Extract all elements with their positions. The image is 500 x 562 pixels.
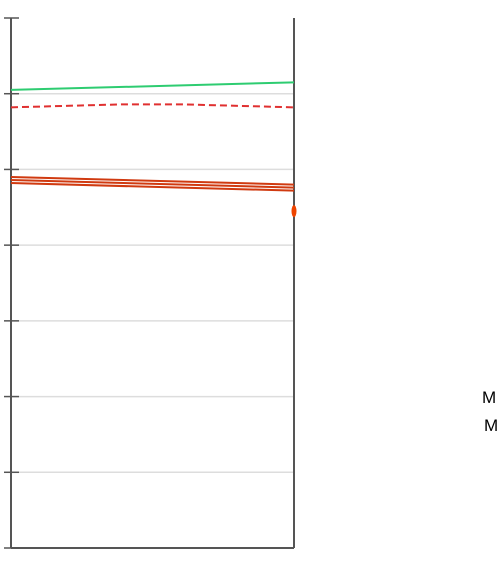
right-label-2: M — [484, 416, 498, 435]
data-point-1 — [291, 205, 297, 218]
series-line-4 — [10, 179, 295, 189]
axes — [10, 18, 295, 549]
series-line-3 — [10, 176, 295, 186]
series-line-1 — [10, 81, 295, 91]
right-label-1: M — [482, 388, 496, 407]
grid-lines — [11, 92, 294, 474]
series-line-2 — [10, 103, 295, 109]
series-line-5 — [10, 182, 295, 192]
points-group — [291, 205, 297, 218]
series-group — [10, 81, 295, 192]
y-axis-ticks — [4, 17, 19, 549]
